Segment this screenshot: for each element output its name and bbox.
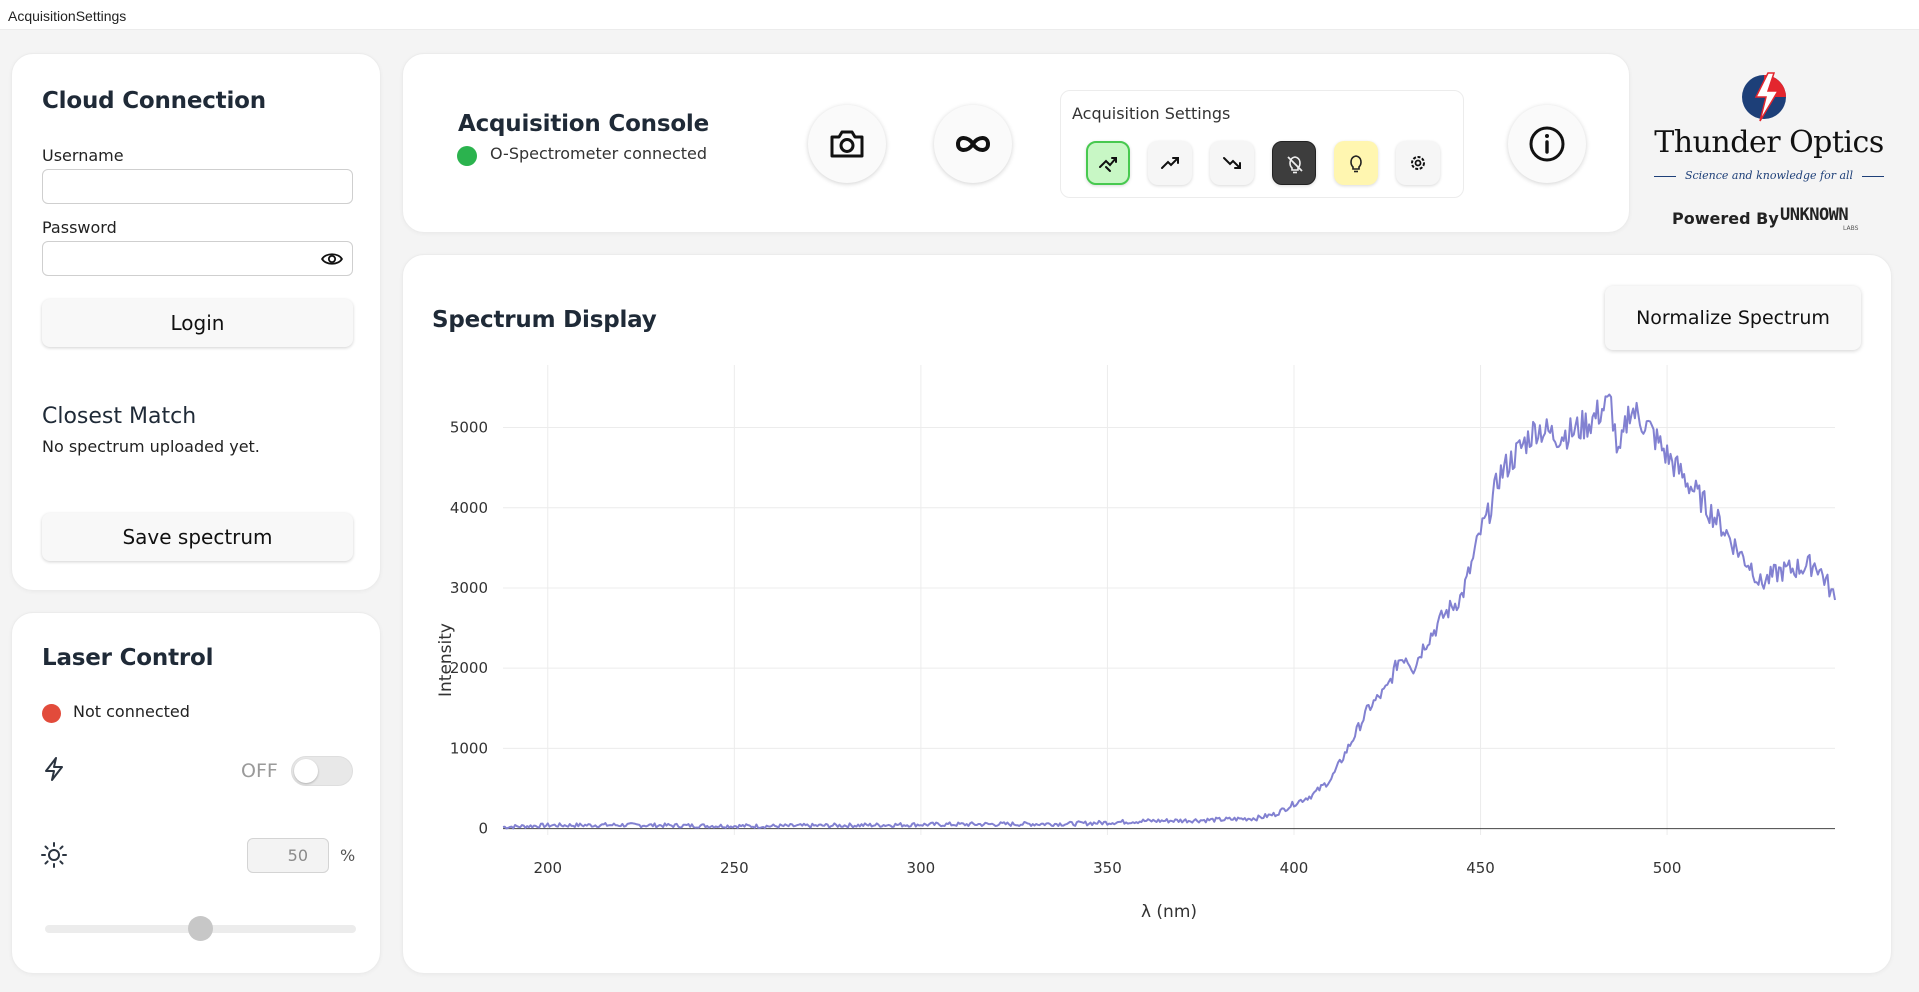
username-input[interactable] [42, 169, 353, 204]
bulb-off-icon [1287, 156, 1303, 174]
y-tick-label: 2000 [450, 659, 488, 677]
laser-toggle-label: OFF [241, 760, 278, 782]
save-spectrum-button[interactable]: Save spectrum [42, 513, 353, 561]
camera-icon [830, 130, 864, 158]
y-tick-label: 4000 [450, 499, 488, 517]
x-tick-label: 350 [1093, 859, 1122, 877]
thunder-optics-logo-icon [1742, 72, 1786, 122]
laser-power-input[interactable] [247, 838, 329, 873]
tagline-rule-right [1862, 176, 1884, 177]
normalize-spectrum-button[interactable]: Normalize Spectrum [1605, 286, 1861, 350]
laser-power-slider[interactable] [45, 916, 356, 941]
laser-toggle-knob [294, 759, 318, 783]
spectrum-display-title: Spectrum Display [432, 307, 657, 333]
closest-match-title: Closest Match [42, 404, 197, 429]
window-title: AcquisitionSettings [8, 8, 127, 24]
spectrometer-status-text: O-Spectrometer connected [490, 144, 708, 163]
powered-by-label: Powered By [1672, 209, 1779, 228]
laser-status-dot [42, 704, 61, 723]
laser-toggle-switch[interactable] [291, 756, 353, 786]
auto-range-button[interactable] [1086, 141, 1130, 185]
spectrum-series-line [502, 393, 1836, 830]
x-tick-label: 200 [533, 859, 562, 877]
continuous-acquisition-button[interactable] [934, 105, 1012, 183]
x-tick-label: 300 [907, 859, 936, 877]
username-label: Username [42, 146, 124, 165]
laser-control-title: Laser Control [42, 645, 214, 671]
acquisition-settings-title: Acquisition Settings [1072, 104, 1231, 123]
cloud-connection-title: Cloud Connection [42, 88, 266, 114]
lightning-icon [45, 757, 63, 781]
y-tick-label: 3000 [450, 579, 488, 597]
closest-match-text: No spectrum uploaded yet. [42, 437, 260, 456]
y-tick-label: 5000 [450, 419, 488, 437]
bulb-on-icon [1350, 155, 1362, 173]
info-icon [1529, 126, 1565, 162]
brand-name: Thunder Optics [1654, 125, 1884, 160]
x-tick-label: 450 [1466, 859, 1495, 877]
x-axis-title: λ (nm) [1141, 902, 1197, 922]
partner-logo-sub: LABS [1843, 225, 1859, 232]
y-axis-title: Intensity [436, 623, 456, 697]
brightness-icon [41, 842, 67, 868]
x-tick-label: 400 [1280, 859, 1309, 877]
password-field[interactable] [42, 241, 353, 276]
eye-icon[interactable] [321, 250, 343, 268]
brand-tagline: Science and knowledge for all [1684, 169, 1854, 182]
spectrum-chart[interactable]: 200 250 300 350 400 450 5000100020003000400050… [403, 255, 1893, 975]
password-label: Password [42, 218, 117, 237]
window-titlebar: AcquisitionSettings [0, 0, 1919, 30]
trend-up-down-icon [1099, 157, 1117, 172]
laser-control-panel: Laser Control Not connected OFF % [11, 612, 381, 974]
x-tick-label: 500 [1653, 859, 1682, 877]
increase-exposure-button[interactable] [1148, 141, 1192, 185]
y-tick-label: 1000 [450, 739, 488, 757]
login-button[interactable]: Login [42, 299, 353, 347]
partner-logo: UNKNOWN [1780, 205, 1849, 225]
x-tick-label: 250 [720, 859, 749, 877]
cloud-connection-panel: Cloud Connection Username Password Login… [11, 53, 381, 591]
laser-power-slider-knob[interactable] [188, 916, 213, 941]
acquisition-console-panel: Acquisition Console O-Spectrometer conne… [402, 53, 1630, 233]
brand-logo-area: Thunder Optics Science and knowledge for… [1640, 55, 1895, 235]
gear-icon [1411, 156, 1425, 170]
acquisition-settings-button[interactable] [1396, 141, 1440, 185]
spectrometer-status-dot [457, 146, 477, 166]
capture-button[interactable] [808, 105, 886, 183]
tagline-rule-left [1654, 176, 1676, 177]
console-title: Acquisition Console [458, 111, 710, 137]
trend-up-icon [1161, 157, 1179, 169]
y-tick-label: 0 [478, 820, 488, 838]
infinity-icon [955, 136, 991, 152]
decrease-exposure-button[interactable] [1210, 141, 1254, 185]
laser-status-text: Not connected [73, 702, 190, 721]
acquisition-settings-box: Acquisition Settings [1060, 90, 1464, 198]
laser-power-unit: % [340, 846, 356, 865]
dark-reference-button[interactable] [1272, 141, 1316, 185]
brand-tagline-row [1654, 176, 1884, 177]
light-reference-button[interactable] [1334, 141, 1378, 185]
trend-down-icon [1223, 157, 1241, 169]
spectrum-display-panel: Spectrum Display Normalize Spectrum 200 2… [402, 254, 1892, 974]
info-button[interactable] [1508, 105, 1586, 183]
